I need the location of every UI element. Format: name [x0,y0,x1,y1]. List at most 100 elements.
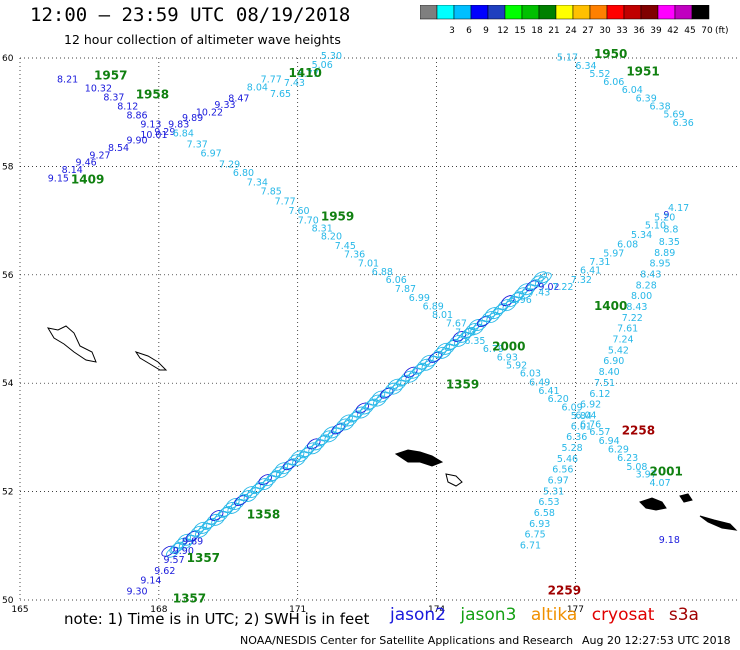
wave-height-value: 6.09 [562,402,583,413]
wave-height-value: 8.37 [103,92,124,103]
x-tick-label: 168 [150,605,167,615]
wave-height-value: 8.20 [321,232,342,243]
color-scale-tick: 15 [514,26,525,36]
time-labels: 1957 1958 1409 1410 1959 1400 2000 1950 1951 2001… [71,47,683,606]
generated-timestamp: Aug 20 12:27:53 UTC 2018 [582,634,731,647]
time-label: 1959 [321,210,354,224]
time-label: 1950 [594,47,627,61]
page-subtitle: 12 hour collection of altimeter wave hei… [64,32,341,47]
y-tick-label: 50 [2,596,14,606]
wave-height-value: 9.90 [173,546,194,557]
wave-height-value: 5.42 [608,345,629,356]
color-scale-tick: 70 [701,26,713,36]
color-scale-tick: 27 [582,26,593,36]
wave-height-value: 9.90 [126,136,147,147]
dense-track-mark [538,272,552,284]
wave-height-value: 7.65 [270,89,291,100]
wave-height-value: 9.27 [89,150,110,161]
wave-height-value: 6.36 [566,432,587,443]
color-scale-tick: 36 [633,26,645,36]
time-label: 1958 [136,88,169,102]
time-label: 1400 [594,299,627,313]
wave-height-value: 8.95 [649,259,670,270]
legend-s3a: s3a [668,605,699,625]
wave-height-value: 6.88 [372,267,393,278]
wave-height-value: 6.04 [575,410,596,421]
wave-height-value: 4.17 [668,203,689,214]
color-scale-unit: (ft) [715,26,729,36]
wave-height-value: 5.30 [321,51,342,62]
wave-height-value: 6.76 [580,420,601,431]
wave-height-value: 9.57 [163,555,184,566]
wave-height-value: 5.52 [589,69,610,80]
wave-height-value: 9.83 [168,119,189,130]
wave-height-value: 8.40 [599,367,620,378]
dense-track [161,271,552,558]
wave-height-value: 6.35 [464,336,485,347]
wave-height-value: 8.43 [640,270,661,281]
wave-height-value: 6.03 [520,369,541,380]
wave-height-value: 6.34 [575,61,596,72]
color-scale-tick: 30 [599,26,611,36]
wave-height-value: 7.01 [358,259,379,270]
wave-height-value: 9.89 [182,113,203,124]
wave-height-value: 5.08 [626,462,647,473]
color-scale-tick: 33 [616,26,627,36]
x-tick-label: 171 [289,605,306,615]
wave-height-value: 7.67 [446,318,467,329]
wave-height-value: 9.14 [140,576,161,587]
wave-height-value: 9.30 [126,587,147,598]
island-bering-1 [46,325,97,363]
wave-height-value: 10.22 [196,107,223,118]
wave-height-value: 7.61 [617,324,638,335]
time-label: 1410 [288,66,321,80]
time-label: 2000 [492,340,525,354]
wave-height-value: 9.29 [154,127,175,138]
x-tick-label: 177 [567,605,584,615]
legend-jason3: jason3 [460,605,517,625]
color-scale-tick: 39 [650,26,662,36]
wave-height-value: 7.43 [284,78,305,89]
wave-height-value: 5.96 [511,295,532,306]
wave-height-value: 6.80 [233,168,254,179]
credit-line: NOAA/NESDIS Center for Satellite Applica… [240,634,574,647]
time-label: 2258 [622,424,655,438]
wave-height-value: 10.32 [85,84,112,95]
wave-height-value: 6.75 [525,530,546,541]
wave-height-value: 7.45 [335,241,356,252]
wave-height-value: 6.79 [483,344,504,355]
wave-height-value: 7.24 [612,335,633,346]
wave-height-value: 6.49 [529,377,550,388]
wave-height-value: 6.12 [589,389,610,400]
wave-height-value: 9.33 [214,100,235,111]
wave-height-value: 6.58 [534,508,555,519]
wave-height-value: 6.94 [599,436,620,447]
wave-height-value: 6.97 [548,475,569,486]
color-scale-tick: 21 [548,26,559,36]
time-label: 1409 [71,173,104,187]
wave-height-value: 5.06 [312,60,333,71]
wave-height-labels: 8.2110.328.378.128.869.139.299.839.8910.… [48,51,694,597]
color-scale-tick: 45 [684,26,695,36]
x-tick-label: 165 [11,605,28,615]
wave-height-value: 10.01 [140,130,167,141]
time-label: 1357 [173,592,206,606]
wave-height-value: 9 [663,210,669,221]
wave-height-value: 6.93 [497,352,518,363]
island-aleutian-2 [445,473,463,487]
wave-height-value: 8.12 [117,101,138,112]
wave-height-value: 6.56 [552,465,573,476]
wave-height-value: 7.51 [594,378,615,389]
wave-height-value: 7.22 [552,282,573,293]
island-aleutian-1 [394,449,444,467]
wave-height-value: 6.06 [603,77,624,88]
color-scale-tick: 3 [449,26,455,36]
color-scale-tick: 42 [667,26,678,36]
wave-height-value: 6.04 [622,85,643,96]
wave-height-value: 6.39 [636,93,657,104]
wave-height-value: 7.43 [529,287,550,298]
wave-height-value: 6.08 [617,240,638,251]
wave-height-value: 8.21 [57,74,78,85]
y-tick-label: 60 [2,54,14,64]
